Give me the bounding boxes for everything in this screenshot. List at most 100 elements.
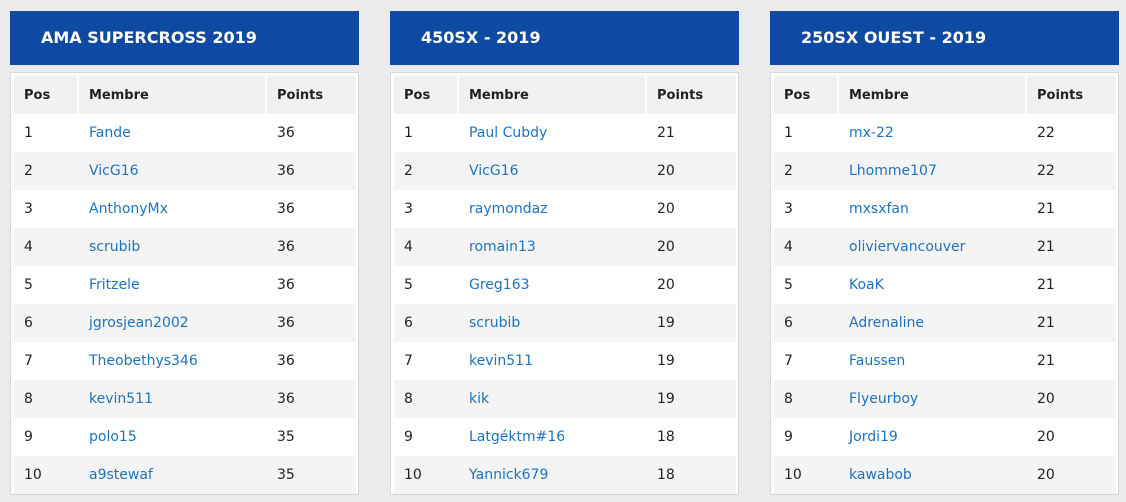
member-link[interactable]: kawabob: [849, 467, 912, 483]
member-link[interactable]: a9stewaf: [89, 467, 153, 483]
points-cell: 21: [1037, 277, 1055, 293]
rank-cell: 7: [24, 353, 33, 369]
member-cell: Greg163: [459, 266, 647, 304]
table-row: 9 Latgéktm#16 18: [394, 418, 736, 456]
points-cell: 18: [657, 429, 675, 445]
rank-cell: 5: [404, 277, 413, 293]
member-link[interactable]: mx-22: [849, 125, 894, 141]
member-cell: raymondaz: [459, 190, 647, 228]
rank-cell: 10: [394, 456, 459, 494]
member-cell: scrubib: [459, 304, 647, 342]
points-cell: 36: [267, 228, 356, 266]
member-link[interactable]: raymondaz: [469, 201, 548, 217]
points-cell: 35: [277, 429, 295, 445]
rank-cell: 6: [14, 304, 79, 342]
member-link[interactable]: polo15: [89, 429, 137, 445]
points-cell: 36: [277, 277, 295, 293]
member-link[interactable]: Theobethys346: [89, 353, 198, 369]
member-cell: polo15: [79, 418, 267, 456]
points-cell: 19: [647, 304, 736, 342]
member-link[interactable]: Lhomme107: [849, 163, 937, 179]
member-link[interactable]: Paul Cubdy: [469, 125, 548, 141]
rank-cell: 9: [24, 429, 33, 445]
table-row: 2 VicG16 36: [14, 152, 356, 190]
member-link[interactable]: VicG16: [89, 163, 139, 179]
points-cell: 19: [647, 380, 736, 418]
table-row: 9 Jordi19 20: [774, 418, 1116, 456]
member-link[interactable]: AnthonyMx: [89, 201, 168, 217]
table-row: 10 kawabob 20: [774, 456, 1116, 494]
member-link[interactable]: Faussen: [849, 353, 906, 369]
points-cell: 20: [657, 277, 675, 293]
member-link[interactable]: VicG16: [469, 163, 519, 179]
member-link[interactable]: Adrenaline: [849, 315, 924, 331]
points-cell: 20: [647, 152, 736, 190]
member-cell: Fritzele: [79, 266, 267, 304]
points-cell: 21: [1027, 228, 1116, 266]
points-cell: 18: [647, 456, 736, 494]
member-link[interactable]: Fande: [89, 125, 131, 141]
points-cell: 20: [1037, 429, 1055, 445]
member-cell: kawabob: [839, 456, 1027, 494]
table-header-row: Pos Membre Points: [394, 76, 736, 114]
member-link[interactable]: scrubib: [89, 239, 141, 255]
column-header-pos: Pos: [394, 76, 459, 114]
rank-cell: 4: [774, 228, 839, 266]
column-header-member: Membre: [79, 76, 267, 114]
table-row: 5 Greg163 20: [394, 266, 736, 304]
member-link[interactable]: kevin511: [469, 353, 533, 369]
member-link[interactable]: scrubib: [469, 315, 521, 331]
rank-cell: 7: [784, 353, 793, 369]
points-cell: 21: [1037, 201, 1055, 217]
member-cell: a9stewaf: [79, 456, 267, 494]
column-header-pos: Pos: [14, 76, 79, 114]
table-row: 4 scrubib 36: [14, 228, 356, 266]
rank-cell: 2: [394, 152, 459, 190]
table-row: 7 Faussen 21: [774, 342, 1116, 380]
table-row: 4 oliviervancouver 21: [774, 228, 1116, 266]
panel-ama-supercross: AMA SUPERCROSS 2019 Pos Membre Points 1 F…: [10, 11, 359, 495]
standings-table-container: Pos Membre Points 1 Paul Cubdy 21 2 VicG16 20…: [390, 72, 739, 495]
table-row: 3 raymondaz 20: [394, 190, 736, 228]
member-cell: kik: [459, 380, 647, 418]
table-row: 5 Fritzele 36: [14, 266, 356, 304]
table-row: 10 a9stewaf 35: [14, 456, 356, 494]
member-cell: VicG16: [79, 152, 267, 190]
member-link[interactable]: jgrosjean2002: [89, 315, 189, 331]
column-header-member: Membre: [839, 76, 1027, 114]
column-header-pos: Pos: [774, 76, 839, 114]
member-link[interactable]: kevin511: [89, 391, 153, 407]
rank-cell: 9: [404, 429, 413, 445]
member-cell: scrubib: [79, 228, 267, 266]
member-link[interactable]: Latgéktm#16: [469, 429, 566, 445]
member-link[interactable]: Jordi19: [849, 429, 898, 445]
member-link[interactable]: Yannick679: [469, 467, 549, 483]
member-cell: Flyeurboy: [839, 380, 1027, 418]
table-row: 6 jgrosjean2002 36: [14, 304, 356, 342]
rank-cell: 5: [24, 277, 33, 293]
member-link[interactable]: oliviervancouver: [849, 239, 966, 255]
points-cell: 35: [267, 456, 356, 494]
member-link[interactable]: Greg163: [469, 277, 530, 293]
member-link[interactable]: mxsxfan: [849, 201, 909, 217]
member-cell: romain13: [459, 228, 647, 266]
member-link[interactable]: Fritzele: [89, 277, 140, 293]
rank-cell: 5: [784, 277, 793, 293]
points-cell: 36: [267, 304, 356, 342]
member-link[interactable]: KoaK: [849, 277, 884, 293]
table-row: 8 Flyeurboy 20: [774, 380, 1116, 418]
table-row: 1 Paul Cubdy 21: [394, 114, 736, 152]
member-link[interactable]: kik: [469, 391, 490, 407]
table-row: 10 Yannick679 18: [394, 456, 736, 494]
table-row: 8 kik 19: [394, 380, 736, 418]
standings-table: Pos Membre Points 1 mx-22 22 2 Lhomme107 22 3 m…: [774, 76, 1116, 494]
member-link[interactable]: romain13: [469, 239, 536, 255]
panel-title: 250SX OUEST - 2019: [770, 11, 1119, 65]
table-row: 2 VicG16 20: [394, 152, 736, 190]
panel-450sx: 450SX - 2019 Pos Membre Points 1 Paul Cub…: [390, 11, 739, 495]
member-cell: Faussen: [839, 342, 1027, 380]
points-cell: 36: [277, 353, 295, 369]
member-link[interactable]: Flyeurboy: [849, 391, 919, 407]
rank-cell: 8: [774, 380, 839, 418]
points-cell: 20: [1027, 380, 1116, 418]
